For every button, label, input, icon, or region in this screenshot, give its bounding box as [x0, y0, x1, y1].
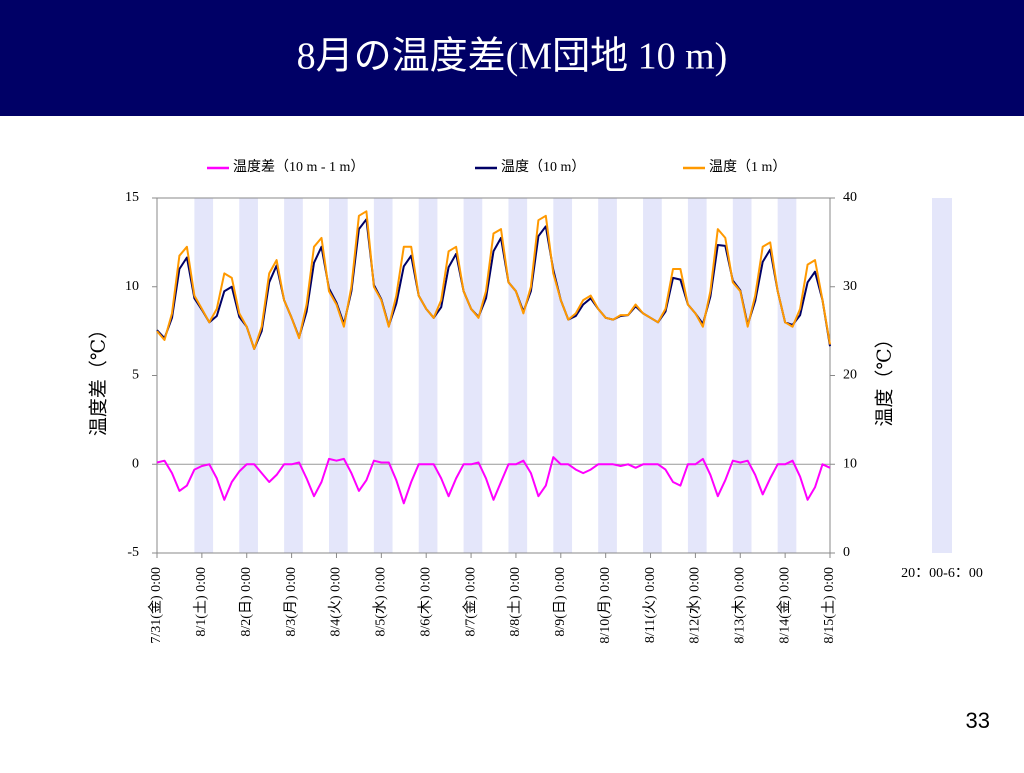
y2-tick-label: 30 — [843, 279, 857, 294]
night-band — [687, 198, 707, 553]
y-axis-title: 温度差（℃） — [87, 320, 109, 436]
y-tick-label: 0 — [132, 456, 139, 471]
series-line — [156, 218, 831, 350]
header-band — [0, 0, 1024, 116]
night-band — [194, 198, 214, 553]
night-band — [239, 198, 258, 553]
x-tick-label: 8/15(土) 0:00 — [821, 567, 837, 644]
y2-axis-title: 温度（℃） — [873, 329, 895, 426]
x-tick-label: 8/7(金) 0:00 — [462, 567, 478, 637]
x-tick-label: 8/9(日) 0:00 — [553, 567, 568, 637]
x-tick-label: 8/1(土) 0:00 — [193, 567, 209, 637]
legend-label: 温度（1 m） — [709, 159, 786, 175]
y-tick-label: -5 — [127, 545, 139, 560]
night-band — [284, 198, 303, 553]
night-band — [418, 198, 438, 553]
night-band — [373, 198, 393, 553]
x-tick-label: 8/5(水) 0:00 — [373, 567, 389, 637]
x-tick-label: 8/2(日) 0:00 — [239, 567, 254, 637]
x-tick-label: 8/13(木) 0:00 — [731, 567, 747, 644]
y2-tick-label: 0 — [843, 545, 850, 560]
night-band — [598, 198, 617, 553]
y2-tick-label: 40 — [843, 190, 857, 205]
band-legend-label: 20：00-6：00 — [901, 566, 983, 581]
night-band — [508, 198, 528, 553]
x-tick-label: 8/6(木) 0:00 — [417, 567, 433, 637]
series-line — [156, 210, 831, 350]
y2-tick-label: 10 — [843, 456, 857, 471]
night-band — [463, 198, 483, 553]
x-tick-label: 8/10(月) 0:00 — [597, 567, 613, 644]
y-tick-label: 15 — [125, 190, 139, 205]
x-tick-label: 8/4(火) 0:00 — [329, 567, 344, 637]
slide-title: 8月の温度差(M団地 10 m) — [297, 36, 728, 78]
night-band — [643, 198, 662, 553]
y-tick-label: 10 — [125, 279, 139, 294]
x-tick-label: 8/11(火) 0:00 — [643, 567, 658, 643]
night-band — [553, 198, 573, 553]
x-tick-label: 8/12(水) 0:00 — [687, 567, 703, 644]
series-line — [156, 456, 831, 505]
x-tick-label: 7/31(金) 0:00 — [148, 567, 164, 644]
x-tick-label: 8/3(月) 0:00 — [283, 567, 299, 637]
page-number: 33 — [966, 708, 990, 733]
night-band — [328, 198, 348, 553]
y2-tick-label: 20 — [843, 368, 857, 383]
legend-label: 温度差（10 m - 1 m） — [233, 159, 364, 175]
band-legend-swatch — [932, 198, 952, 553]
y-tick-label: 5 — [132, 368, 139, 383]
x-tick-label: 8/8(土) 0:00 — [507, 567, 523, 637]
night-band — [732, 198, 752, 553]
night-band — [777, 198, 797, 553]
legend-label: 温度（10 m） — [501, 159, 585, 175]
x-tick-label: 8/14(金) 0:00 — [776, 567, 792, 644]
